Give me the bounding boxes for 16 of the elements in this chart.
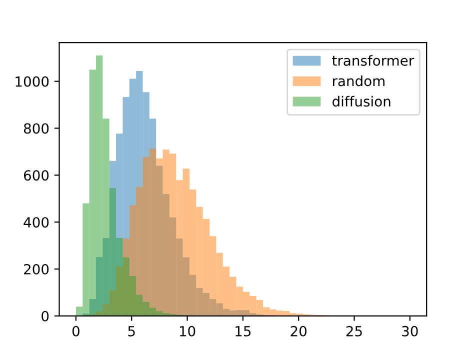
y-tick-label: 800 bbox=[24, 123, 49, 134]
x-tick-label: 0 bbox=[72, 326, 80, 336]
y-tick-label: 1000 bbox=[16, 76, 49, 87]
y-tick-label: 200 bbox=[24, 264, 49, 274]
x-tick-label: 30 bbox=[402, 326, 418, 336]
x-tick-label: 25 bbox=[346, 326, 362, 336]
legend-label: diffusion bbox=[332, 96, 390, 107]
legend-label: transformer bbox=[332, 55, 414, 66]
legend-label: random bbox=[333, 75, 384, 86]
y-tick-label: 600 bbox=[24, 170, 49, 181]
y-tick-label: 0 bbox=[42, 310, 49, 322]
x-tick-label: 5 bbox=[128, 326, 135, 336]
x-tick-label: 10 bbox=[180, 326, 196, 336]
x-tick-label: 15 bbox=[236, 326, 251, 336]
y-tick-label: 400 bbox=[24, 217, 49, 228]
x-tick-label: 20 bbox=[290, 326, 306, 336]
